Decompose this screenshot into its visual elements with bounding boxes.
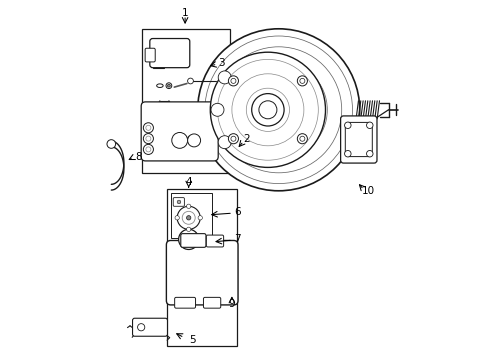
Circle shape [145,136,151,141]
Circle shape [366,122,372,129]
FancyBboxPatch shape [149,39,189,68]
Circle shape [186,227,190,231]
Text: 10: 10 [362,186,374,196]
FancyBboxPatch shape [132,318,167,336]
Circle shape [187,78,193,84]
Circle shape [182,211,195,224]
Text: 7: 7 [234,234,240,244]
Circle shape [177,206,200,229]
Text: 9: 9 [228,299,235,309]
Bar [142,29,230,173]
Ellipse shape [230,131,237,142]
Circle shape [143,134,153,144]
Circle shape [171,132,187,148]
Circle shape [299,78,305,84]
Circle shape [183,234,194,245]
Circle shape [297,76,307,86]
Text: 3: 3 [217,58,224,68]
Text: 8: 8 [135,152,142,162]
Circle shape [211,103,224,116]
FancyBboxPatch shape [166,240,238,305]
Ellipse shape [156,84,163,87]
Circle shape [175,216,179,220]
FancyBboxPatch shape [145,48,155,62]
Circle shape [145,125,151,130]
FancyBboxPatch shape [141,102,218,161]
Bar [167,189,237,346]
Circle shape [143,123,153,133]
FancyBboxPatch shape [173,198,184,206]
Circle shape [167,84,170,87]
Text: 2: 2 [243,134,249,144]
Circle shape [251,94,284,126]
Circle shape [186,216,190,220]
FancyBboxPatch shape [174,297,195,308]
FancyBboxPatch shape [206,235,223,247]
Text: 5: 5 [188,335,195,345]
Circle shape [344,122,350,129]
Circle shape [297,134,307,144]
Circle shape [198,216,202,220]
Circle shape [145,147,151,152]
Circle shape [187,136,193,141]
Circle shape [344,150,350,157]
Circle shape [187,134,200,147]
Circle shape [366,150,372,157]
FancyBboxPatch shape [345,122,371,157]
Text: 6: 6 [234,207,240,217]
Circle shape [299,136,305,141]
Circle shape [258,101,276,119]
Ellipse shape [226,125,240,148]
Bar [170,193,212,238]
Circle shape [228,134,238,144]
Circle shape [218,71,231,84]
Text: 1: 1 [182,8,188,18]
Circle shape [230,136,236,141]
FancyBboxPatch shape [340,116,376,163]
Text: 4: 4 [185,177,192,187]
Circle shape [218,136,231,149]
Circle shape [210,52,325,167]
Circle shape [228,76,238,86]
Circle shape [137,324,144,331]
Circle shape [186,204,190,208]
Circle shape [107,140,115,148]
Circle shape [177,200,181,204]
Circle shape [143,144,153,154]
Circle shape [197,29,359,191]
FancyBboxPatch shape [181,234,205,247]
FancyBboxPatch shape [203,297,220,308]
Circle shape [178,229,199,249]
Circle shape [166,83,171,89]
Circle shape [230,78,236,84]
